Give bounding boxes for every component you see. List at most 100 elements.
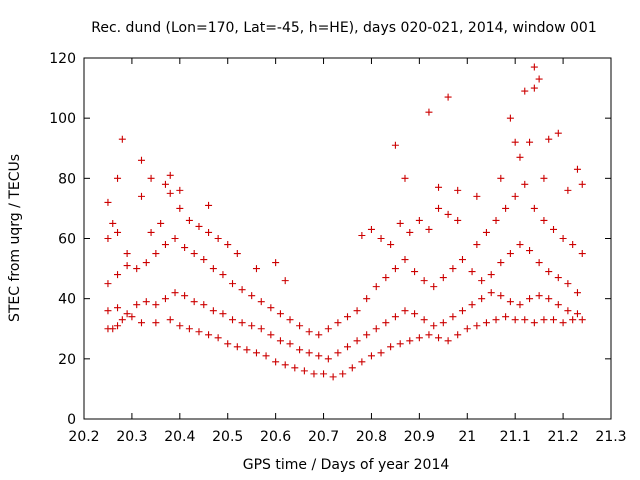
x-tick-label: 20.6 — [260, 429, 291, 445]
data-point — [205, 331, 213, 339]
data-point — [377, 349, 385, 357]
data-point — [463, 325, 471, 333]
data-point — [109, 219, 117, 227]
data-point — [229, 316, 237, 324]
data-point — [224, 241, 232, 249]
data-point — [190, 298, 198, 306]
data-point — [118, 135, 126, 143]
data-point — [252, 265, 260, 273]
data-point — [559, 235, 567, 242]
data-point — [137, 319, 145, 327]
data-point — [233, 250, 241, 258]
x-tick-label: 20.2 — [68, 429, 99, 445]
data-point — [286, 316, 294, 324]
data-point — [291, 364, 299, 372]
data-point — [535, 292, 543, 300]
data-point — [372, 283, 380, 291]
data-point — [353, 307, 361, 315]
data-point — [511, 192, 519, 200]
data-point — [411, 310, 419, 318]
data-point — [161, 241, 169, 249]
data-point — [401, 174, 409, 182]
data-point — [123, 262, 131, 270]
data-point — [506, 298, 514, 306]
y-tick-label: 20 — [58, 352, 76, 368]
data-point — [540, 174, 548, 182]
x-tick-label: 21.2 — [548, 429, 579, 445]
data-point — [310, 370, 318, 378]
data-point — [521, 180, 529, 188]
data-point — [430, 283, 438, 291]
data-point — [114, 174, 122, 182]
data-point — [487, 289, 495, 297]
data-point — [238, 286, 246, 294]
data-point — [171, 289, 179, 297]
data-point — [511, 316, 519, 324]
data-point — [147, 228, 155, 236]
data-point — [511, 138, 519, 146]
data-point — [114, 271, 122, 279]
data-point — [214, 235, 222, 242]
data-point — [564, 307, 572, 315]
data-point — [530, 204, 538, 212]
data-point — [497, 174, 505, 182]
data-point — [300, 367, 308, 375]
data-point — [554, 129, 562, 137]
data-point — [454, 216, 462, 224]
x-tick-label: 20.5 — [212, 429, 243, 445]
data-point — [530, 63, 538, 71]
data-point — [372, 325, 380, 333]
data-point — [578, 250, 586, 258]
data-point — [133, 301, 141, 309]
data-point — [348, 364, 356, 372]
data-point — [353, 337, 361, 345]
data-point — [272, 259, 280, 267]
data-point — [248, 322, 256, 330]
axis-ticks — [83, 57, 612, 420]
data-point — [497, 259, 505, 267]
data-point — [444, 337, 452, 345]
data-point — [200, 256, 208, 264]
data-point — [425, 331, 433, 339]
data-point — [166, 189, 174, 197]
data-point — [320, 370, 328, 378]
data-point — [401, 307, 409, 315]
y-tick-label: 0 — [67, 412, 76, 428]
data-point — [506, 114, 514, 122]
data-point — [238, 319, 246, 327]
data-point — [516, 301, 524, 309]
data-point — [229, 280, 237, 288]
data-point — [540, 316, 548, 324]
plot-frame — [83, 57, 612, 420]
data-point — [205, 228, 213, 236]
data-point — [559, 319, 567, 327]
data-point — [382, 274, 390, 282]
data-point — [478, 295, 486, 303]
data-point — [334, 319, 342, 327]
data-point — [545, 135, 553, 143]
data-point — [454, 331, 462, 339]
data-point — [482, 319, 490, 327]
data-point — [114, 228, 122, 236]
data-point — [104, 307, 112, 315]
data-point — [406, 228, 414, 236]
data-point — [233, 343, 241, 351]
data-point — [272, 358, 280, 366]
y-tick-label: 40 — [58, 292, 76, 308]
data-point — [569, 241, 577, 249]
data-point — [104, 235, 112, 242]
data-point — [286, 340, 294, 348]
data-point — [305, 328, 313, 336]
data-point — [358, 358, 366, 366]
data-point — [396, 219, 404, 227]
data-point — [391, 265, 399, 273]
data-point — [439, 319, 447, 327]
data-point — [497, 292, 505, 300]
data-point — [391, 313, 399, 321]
data-point — [176, 204, 184, 212]
data-point — [578, 316, 586, 324]
data-point — [454, 186, 462, 194]
data-point — [377, 235, 385, 242]
data-point — [315, 352, 323, 360]
data-point — [391, 141, 399, 149]
